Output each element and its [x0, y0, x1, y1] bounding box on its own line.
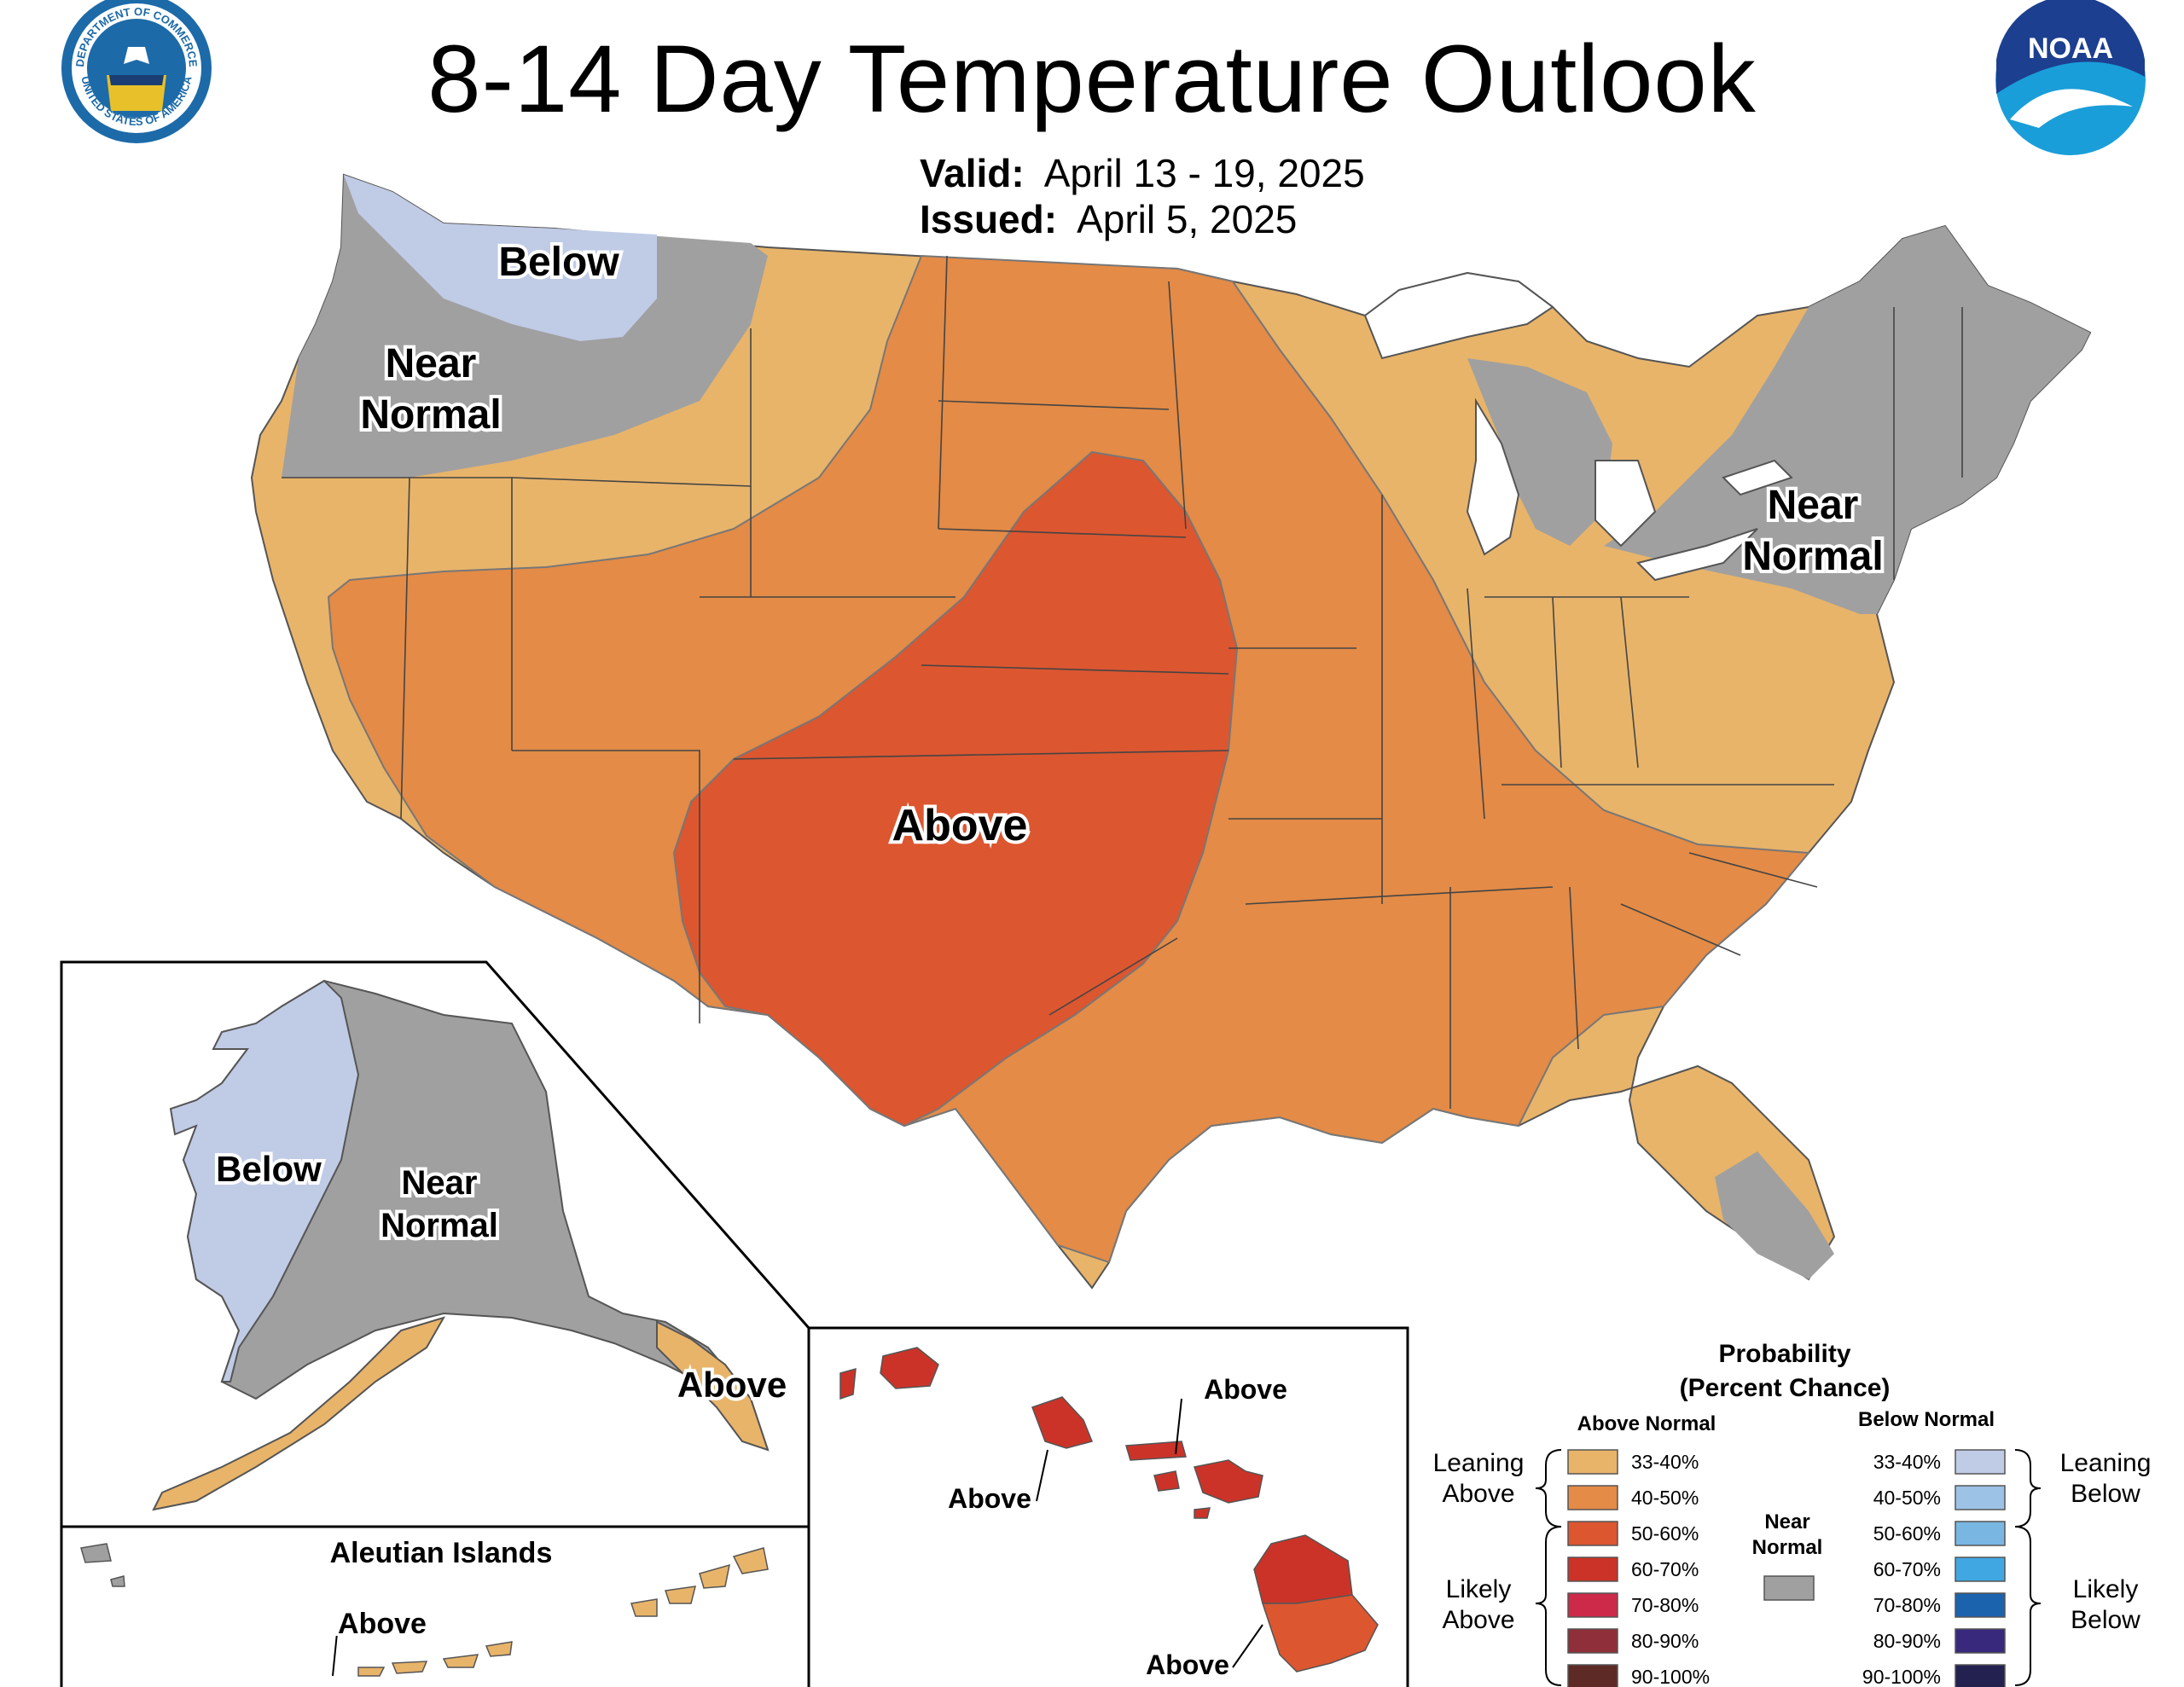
legend-likely-below-2: Below — [2071, 1606, 2140, 1634]
brace-leaning-above — [1535, 1449, 1562, 1528]
legend-leaning-below-2: Below — [2071, 1480, 2140, 1508]
legend-below-range-6: 90-100% — [1862, 1666, 1941, 1687]
conus-above-50-60 — [672, 450, 1239, 1128]
label-alaska-below: Below — [216, 1149, 322, 1189]
conus-near-normal-mi — [1467, 358, 1612, 546]
legend-above-range-6: 90-100% — [1631, 1666, 1710, 1687]
legend-below-range-2: 50-60% — [1873, 1522, 1941, 1545]
alaska-above-peninsula — [152, 1316, 446, 1511]
legend-above-swatch-5 — [1567, 1628, 1618, 1654]
legend-above-swatch-0 — [1567, 1449, 1618, 1475]
legend-below-range-0: 33-40% — [1873, 1451, 1941, 1473]
aleutian-islands-shapes — [357, 1547, 769, 1677]
legend-below-range-1: 40-50% — [1873, 1487, 1941, 1509]
legend-above-range-5: 80-90% — [1631, 1630, 1699, 1652]
label-conus-near-normal-east-2: Normal — [1742, 534, 1883, 579]
page-title: 8-14 Day Temperature Outlook — [427, 26, 1757, 132]
hawaii-big-island-south — [1261, 1594, 1379, 1673]
hawaii-kahoolawe — [1194, 1507, 1211, 1519]
department-of-commerce-seal-icon: DEPARTMENT OF COMMERCE UNITED STATES OF … — [61, 0, 212, 143]
legend-below-swatches: 33-40% 40-50% 50-60% 60-70% 70-80% 80-90% 90-1… — [1862, 1449, 2006, 1687]
legend-above-range-0: 33-40% — [1631, 1451, 1699, 1473]
hawaii-molokai — [1125, 1441, 1187, 1461]
hawaii-inset: Above Above Above — [807, 1326, 1409, 1687]
legend-leaning-above-1: Leaning — [1433, 1449, 1525, 1477]
brace-likely-above — [1535, 1526, 1562, 1686]
noaa-logo-icon: NOAA — [1995, 0, 2146, 155]
conus-near-normal-fl — [1715, 1151, 1834, 1279]
aleutian-inset: Aleutian Islands Above — [60, 1525, 810, 1687]
alaska-above-panhandle — [656, 1320, 770, 1452]
alaska-inset: Below Near Normal Above — [60, 960, 810, 1528]
legend-title-2: (Percent Chance) — [1680, 1374, 1891, 1402]
legend-above-swatch-4 — [1567, 1592, 1618, 1618]
legend-below-range-3: 60-70% — [1873, 1558, 1941, 1580]
brace-leaning-below — [2014, 1449, 2042, 1528]
legend-below-swatch-5 — [1955, 1628, 2006, 1654]
conus-map: Below Near Normal Near Normal Above — [250, 173, 2092, 1290]
legend-below-swatch-4 — [1955, 1592, 2006, 1618]
label-alaska-near-normal-2: Normal — [380, 1207, 498, 1244]
valid-dates: Valid: April 13 - 19, 2025 — [920, 150, 1365, 196]
legend-likely-above-1: Likely — [1446, 1575, 1512, 1603]
hawaii-lanai — [1153, 1470, 1180, 1492]
legend-below-swatch-0 — [1955, 1449, 2006, 1475]
conus-near-normal-ne — [1604, 226, 2090, 614]
legend-below-swatch-1 — [1955, 1485, 2006, 1510]
great-lakes — [1363, 271, 1793, 582]
legend-below-range-4: 70-80% — [1873, 1594, 1941, 1616]
legend-leaning-below-1: Leaning — [2060, 1449, 2152, 1477]
legend-above-range-2: 50-60% — [1631, 1522, 1699, 1545]
legend-above-swatch-2 — [1567, 1521, 1618, 1546]
legend-likely-below-1: Likely — [2073, 1575, 2139, 1603]
legend-below-header: Below Normal — [1858, 1408, 1995, 1431]
label-hawaii-above-2: Above — [948, 1483, 1031, 1514]
issued-label: Issued: — [920, 197, 1058, 241]
issued-date: Issued: April 5, 2025 — [920, 196, 1297, 242]
issued-value: April 5, 2025 — [1077, 197, 1298, 241]
hawaii-maui — [1194, 1459, 1263, 1504]
brace-likely-below — [2014, 1526, 2042, 1686]
conus-below-nw — [344, 175, 657, 341]
legend-below-swatch-6 — [1955, 1664, 2006, 1687]
label-conus-below: Below — [498, 240, 619, 285]
alaska-below — [169, 979, 360, 1383]
label-conus-near-normal-west-2: Normal — [360, 392, 501, 438]
legend-above-range-1: 40-50% — [1631, 1487, 1699, 1509]
legend-below-range-5: 80-90% — [1873, 1630, 1941, 1652]
legend-below-swatch-3 — [1955, 1557, 2006, 1582]
aleutian-gray-islands — [80, 1543, 125, 1587]
label-conus-near-normal-west-1: Near — [386, 341, 477, 386]
legend-near-normal-swatch — [1763, 1575, 1815, 1601]
legend-above-swatch-1 — [1567, 1485, 1618, 1510]
legend-near-normal-1: Near — [1764, 1510, 1809, 1533]
legend-likely-above-2: Above — [1442, 1606, 1514, 1634]
noaa-logo-text: NOAA — [2028, 32, 2113, 65]
legend-above-swatch-3 — [1567, 1557, 1618, 1582]
label-alaska-above: Above — [677, 1365, 787, 1405]
legend: Probability (Percent Chance) Above Norma… — [1433, 1340, 2152, 1687]
label-conus-above: Above — [892, 801, 1028, 850]
label-aleutian-above: Above — [338, 1608, 427, 1640]
valid-value: April 13 - 19, 2025 — [1043, 151, 1365, 195]
legend-above-swatches: 33-40% 40-50% 50-60% 60-70% 70-80% 80-90% 90-1… — [1567, 1449, 1710, 1687]
label-conus-near-normal-east-1: Near — [1768, 483, 1859, 528]
legend-below-swatch-2 — [1955, 1521, 2006, 1546]
legend-title-1: Probability — [1718, 1340, 1850, 1368]
hawaii-niihau — [839, 1367, 857, 1400]
legend-leaning-above-2: Above — [1442, 1480, 1514, 1508]
legend-above-range-4: 70-80% — [1631, 1594, 1699, 1616]
legend-above-header: Above Normal — [1577, 1412, 1716, 1435]
valid-label: Valid: — [920, 151, 1025, 195]
legend-above-swatch-6 — [1567, 1664, 1618, 1687]
hawaii-kauai — [880, 1347, 939, 1389]
label-hawaii-above-3: Above — [1146, 1649, 1229, 1680]
label-alaska-near-normal-1: Near — [402, 1164, 478, 1202]
state-boundaries — [282, 255, 1963, 1109]
hawaii-oahu — [1031, 1396, 1094, 1449]
legend-above-range-3: 60-70% — [1631, 1558, 1699, 1580]
aleutian-title: Aleutian Islands — [330, 1537, 553, 1569]
label-hawaii-above-1: Above — [1204, 1374, 1287, 1405]
legend-near-normal-2: Normal — [1752, 1536, 1823, 1559]
